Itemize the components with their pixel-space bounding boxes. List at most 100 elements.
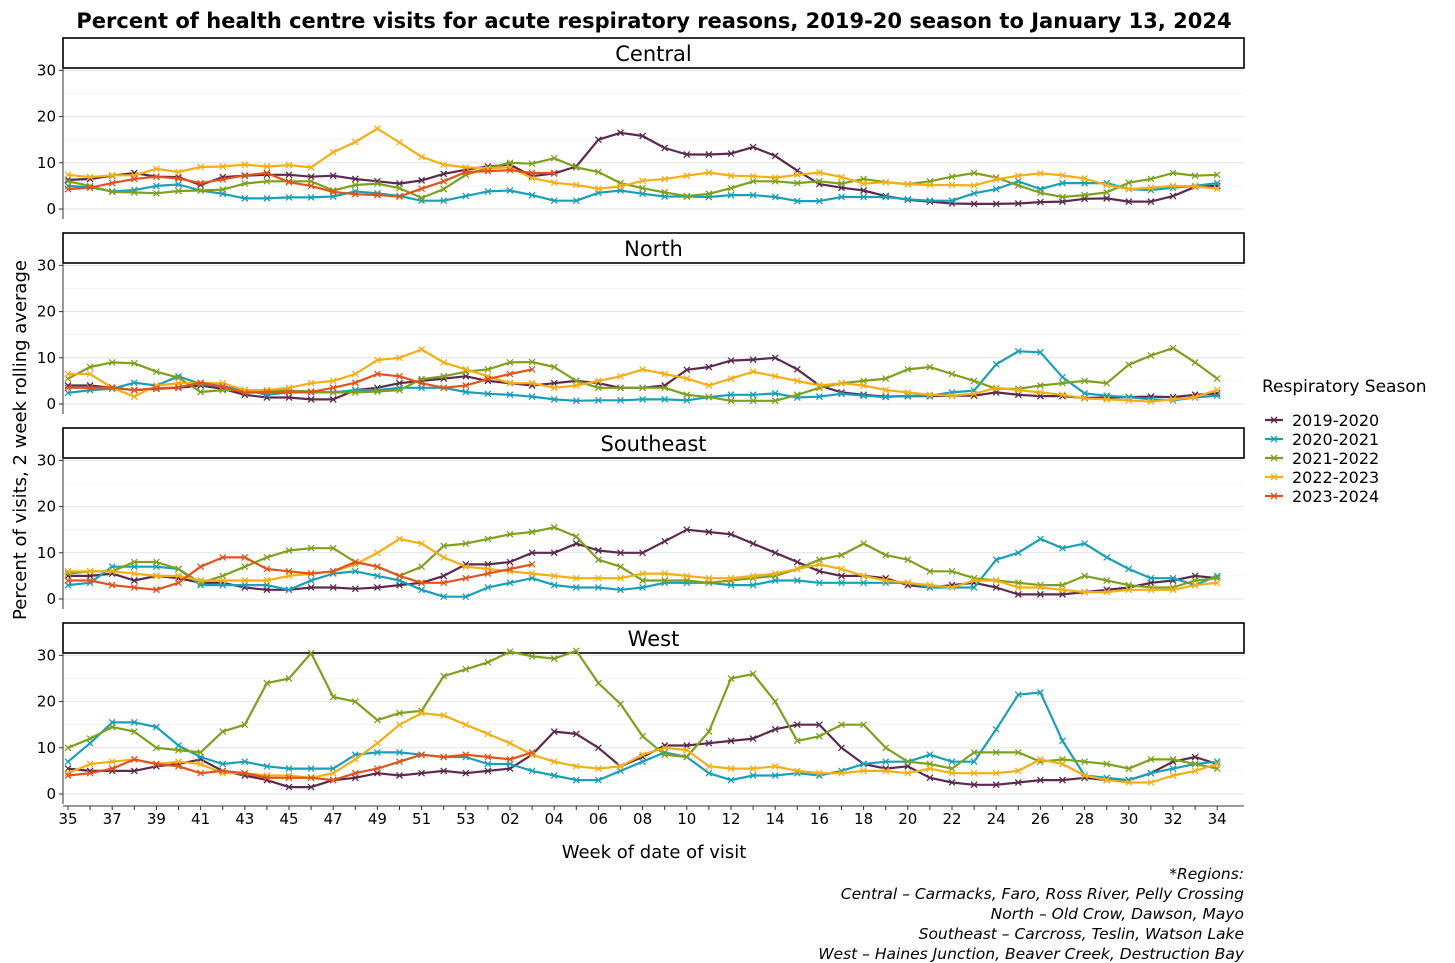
data-point bbox=[396, 721, 403, 729]
data-point bbox=[1169, 169, 1177, 177]
data-point bbox=[749, 765, 757, 773]
data-point bbox=[550, 772, 558, 779]
data-point bbox=[926, 567, 934, 575]
data-point bbox=[838, 551, 845, 559]
data-point bbox=[373, 765, 381, 773]
data-point bbox=[108, 383, 116, 391]
legend-marker bbox=[1270, 435, 1278, 443]
data-point bbox=[219, 728, 227, 736]
data-point bbox=[683, 375, 691, 383]
data-point bbox=[373, 356, 381, 364]
series-20232024 bbox=[64, 748, 536, 784]
data-point bbox=[594, 765, 602, 773]
x-tick-label: 24 bbox=[987, 810, 1006, 828]
data-point bbox=[528, 365, 536, 373]
data-point bbox=[418, 540, 426, 548]
data-point bbox=[1036, 169, 1044, 177]
data-point bbox=[351, 567, 359, 575]
data-point bbox=[440, 579, 448, 587]
data-point bbox=[904, 758, 912, 766]
data-point bbox=[506, 530, 514, 538]
data-point bbox=[815, 567, 823, 575]
data-point bbox=[948, 778, 956, 786]
data-point bbox=[815, 197, 823, 205]
data-point bbox=[860, 382, 868, 389]
data-point bbox=[197, 769, 205, 777]
x-tick-label: 22 bbox=[942, 810, 961, 828]
data-point bbox=[241, 553, 249, 561]
x-tick-label: 18 bbox=[854, 810, 873, 828]
data-point bbox=[749, 143, 757, 151]
legend-label: 2019-2020 bbox=[1292, 411, 1379, 430]
data-point bbox=[263, 194, 271, 202]
data-point bbox=[617, 182, 624, 190]
data-point bbox=[572, 583, 580, 591]
data-point bbox=[396, 354, 403, 362]
data-point bbox=[771, 174, 779, 182]
data-point bbox=[639, 184, 647, 192]
data-point bbox=[152, 173, 160, 181]
data-point bbox=[572, 181, 580, 189]
data-point bbox=[197, 388, 205, 396]
data-point bbox=[1059, 171, 1066, 179]
facet-strip bbox=[62, 622, 1245, 654]
data-point bbox=[970, 200, 978, 208]
data-point bbox=[263, 774, 271, 782]
data-point bbox=[396, 184, 403, 192]
data-point bbox=[130, 393, 138, 401]
data-point bbox=[860, 767, 868, 775]
data-point bbox=[506, 565, 514, 573]
data-point bbox=[307, 774, 315, 782]
gridlines bbox=[63, 459, 1244, 600]
data-point bbox=[793, 391, 801, 399]
data-point bbox=[882, 178, 890, 186]
data-point bbox=[749, 397, 757, 405]
data-point bbox=[1059, 586, 1066, 594]
data-point bbox=[1014, 748, 1022, 756]
data-point bbox=[506, 579, 514, 587]
facet-label: West bbox=[628, 627, 680, 651]
data-point bbox=[64, 384, 72, 392]
data-point bbox=[572, 540, 580, 548]
data-point bbox=[838, 579, 845, 587]
data-point bbox=[838, 390, 845, 398]
data-point bbox=[948, 769, 956, 777]
data-point bbox=[1081, 377, 1089, 385]
data-point bbox=[462, 769, 470, 777]
data-point bbox=[727, 397, 735, 405]
data-point bbox=[661, 751, 669, 759]
data-point bbox=[793, 721, 801, 729]
data-point bbox=[992, 769, 1000, 777]
data-point bbox=[1147, 198, 1155, 206]
data-point bbox=[1081, 394, 1089, 402]
data-point bbox=[373, 191, 381, 199]
data-point bbox=[771, 772, 779, 779]
data-point bbox=[263, 169, 271, 177]
series-20212022 bbox=[64, 647, 1221, 773]
data-point bbox=[418, 579, 426, 587]
data-point bbox=[948, 173, 956, 181]
data-point bbox=[661, 395, 669, 403]
data-point bbox=[727, 675, 735, 682]
data-point bbox=[1125, 765, 1133, 773]
data-point bbox=[705, 728, 713, 736]
data-point bbox=[904, 579, 912, 587]
data-point bbox=[351, 379, 359, 387]
legend-marker bbox=[1270, 454, 1278, 462]
legend-title: Respiratory Season bbox=[1262, 377, 1427, 397]
data-point bbox=[904, 365, 912, 373]
data-point bbox=[815, 382, 823, 389]
data-point bbox=[1014, 199, 1022, 207]
data-point bbox=[528, 570, 536, 578]
data-point bbox=[1103, 553, 1111, 561]
data-point bbox=[1036, 776, 1044, 784]
data-point bbox=[639, 583, 647, 591]
data-point bbox=[1103, 194, 1111, 202]
data-point bbox=[705, 169, 713, 176]
data-point bbox=[263, 565, 271, 573]
data-point bbox=[285, 675, 293, 682]
x-axis-title: Week of date of visit bbox=[562, 842, 747, 863]
y-tick-label: 30 bbox=[37, 451, 56, 469]
data-point bbox=[484, 730, 492, 738]
data-point bbox=[307, 544, 315, 552]
